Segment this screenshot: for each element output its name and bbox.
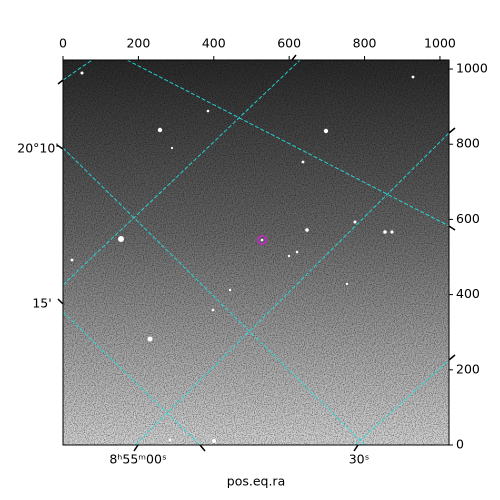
target-marker [257,235,267,245]
x-tick-label: 600 [277,36,301,51]
y-tick-label: 0 [456,437,464,452]
x-tick-label: 1000 [424,36,456,51]
wcs-y-label: 15' [32,296,51,311]
y-tick-label: 400 [456,286,480,301]
y-tick-label: 1000 [456,61,488,76]
wcs-y-label: 20°10' [17,141,59,156]
wcs-x-label: 30ˢ [349,452,370,467]
x-tick-label: 800 [353,36,377,51]
wcs-x-label: 8ʰ55ᵐ00ˢ [109,452,166,467]
y-tick-label: 800 [456,136,480,151]
sky-image [63,60,449,445]
x-tick-label: 200 [126,36,150,51]
x-tick-label: 400 [202,36,226,51]
wcs-ticks [56,54,456,452]
frame [62,59,450,446]
x-axis-label: pos.eq.ra [227,474,285,489]
x-tick-label: 0 [59,36,67,51]
y-tick-label: 600 [456,211,480,226]
coordinate-grid [63,60,449,445]
y-tick-label: 200 [456,361,480,376]
stars [70,71,415,443]
